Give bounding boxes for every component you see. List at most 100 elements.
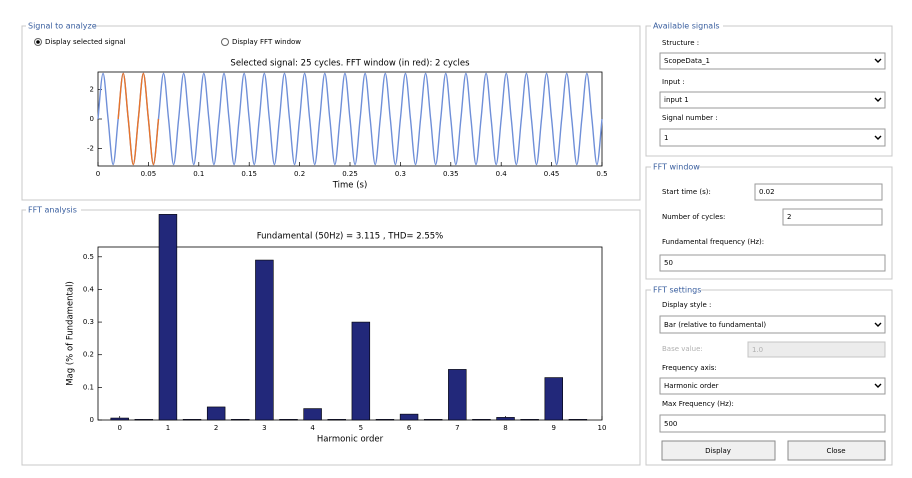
- text-input[interactable]: [754, 183, 883, 201]
- x-tick-label: 0.2: [294, 170, 305, 178]
- chart-title: Selected signal: 25 cycles. FFT window (…: [230, 59, 470, 69]
- dropdown-arrow: [874, 58, 882, 63]
- bar: [158, 214, 178, 421]
- x-tick-label: 0.5: [596, 170, 607, 178]
- bar: [520, 419, 539, 421]
- label: Start time (s):: [662, 188, 711, 196]
- bar: [206, 406, 226, 421]
- fft-settings-panel: [645, 289, 893, 466]
- label-disabled: Base value:: [662, 345, 703, 353]
- label: Display style :: [662, 301, 711, 309]
- dropdown-value: 1: [664, 134, 668, 142]
- bar: [448, 369, 467, 421]
- x-tick-label: 2: [214, 424, 218, 432]
- input-value: 0.02: [759, 188, 775, 196]
- dropdown[interactable]: [659, 128, 886, 147]
- panel-title-bg: [651, 21, 723, 31]
- panel-title-bg: [26, 21, 94, 31]
- label: Max Frequency (Hz):: [662, 400, 734, 408]
- x-tick-label: 8: [503, 424, 507, 432]
- dropdown[interactable]: [659, 91, 886, 109]
- chart-title: Fundamental (50Hz) = 3.115 , THD= 2.55%: [257, 232, 444, 242]
- x-axis-label: Harmonic order: [317, 435, 384, 445]
- bar: [134, 419, 154, 421]
- text-input[interactable]: [659, 414, 886, 433]
- bar: [544, 377, 563, 421]
- panel-title: FFT settings: [653, 286, 701, 295]
- bar: [255, 259, 274, 421]
- x-tick-label: 5: [359, 424, 363, 432]
- dropdown-value: Harmonic order: [664, 382, 719, 390]
- dropdown-value: input 1: [664, 96, 689, 104]
- y-tick-label: 0: [90, 416, 94, 424]
- dropdown-value: ScopeData_1: [664, 57, 710, 65]
- x-tick-label: 0.35: [443, 170, 459, 178]
- bar: [279, 419, 298, 421]
- bar: [182, 419, 202, 421]
- x-tick-label: 3: [262, 424, 266, 432]
- signal-line: [97, 72, 603, 166]
- dropdown[interactable]: [659, 315, 886, 334]
- bar: [399, 413, 419, 421]
- radio[interactable]: [221, 38, 229, 46]
- label: Input :: [662, 78, 685, 86]
- input-value: 50: [664, 259, 673, 267]
- bar: [303, 408, 322, 421]
- text-input[interactable]: [659, 254, 886, 272]
- dropdown-arrow: [874, 322, 882, 327]
- dropdown-arrow: [874, 135, 882, 140]
- panel-title-bg: [651, 162, 699, 172]
- input-value: 2: [787, 213, 791, 221]
- dropdown-arrow: [874, 383, 882, 388]
- x-tick-label: 9: [552, 424, 556, 432]
- panel-title: Signal to analyze: [28, 22, 97, 31]
- bar: [110, 417, 129, 421]
- fft-window-panel: [645, 166, 893, 280]
- x-tick-label: 6: [407, 424, 412, 432]
- x-axis-label: Time (s): [332, 181, 368, 191]
- panel-title: Available signals: [653, 22, 720, 31]
- bar: [231, 419, 250, 421]
- x-tick-label: 0.05: [141, 170, 157, 178]
- close-button[interactable]: [787, 440, 886, 461]
- x-tick-label: 0: [117, 424, 121, 432]
- x-tick-label: 0.25: [342, 170, 358, 178]
- y-tick-label: 0: [90, 115, 94, 123]
- x-tick-label: 0.3: [395, 170, 406, 178]
- panel-title: FFT window: [653, 163, 700, 172]
- display-button[interactable]: [661, 440, 776, 461]
- label: Signal number :: [662, 114, 718, 122]
- y-axis-label: Mag (% of Fundamental): [66, 281, 76, 386]
- dropdown[interactable]: [659, 52, 886, 70]
- radio-label[interactable]: Display FFT window: [232, 38, 301, 46]
- x-tick-label: 7: [455, 424, 459, 432]
- button-label: Display: [705, 447, 731, 455]
- radio-label[interactable]: Display selected signal: [45, 38, 126, 46]
- x-tick-label: 0.1: [193, 170, 204, 178]
- bar: [423, 419, 443, 421]
- label: Structure :: [662, 39, 699, 47]
- y-tick-label: 0.4: [83, 285, 95, 293]
- available-signals-panel: [645, 25, 893, 157]
- x-tick-label: 4: [310, 424, 315, 432]
- bar: [351, 321, 371, 421]
- button-label: Close: [826, 447, 845, 455]
- plot-area: [97, 246, 603, 421]
- x-tick-label: 0.45: [544, 170, 560, 178]
- bar: [496, 417, 515, 421]
- signal-panel: [21, 25, 641, 201]
- panel-title-bg: [26, 205, 81, 215]
- fft-panel: [21, 209, 641, 466]
- radio-dot: [36, 40, 40, 44]
- text-input[interactable]: [782, 208, 883, 226]
- bar: [375, 419, 395, 421]
- dropdown[interactable]: [659, 377, 886, 395]
- label: Frequency axis:: [662, 364, 717, 372]
- bar: [472, 419, 491, 421]
- x-tick-label: 10: [598, 424, 607, 432]
- input-value: 1.0: [752, 346, 763, 354]
- input-value: 500: [664, 420, 677, 428]
- y-tick-label: 0.2: [83, 351, 94, 359]
- x-tick-label: 0: [96, 170, 100, 178]
